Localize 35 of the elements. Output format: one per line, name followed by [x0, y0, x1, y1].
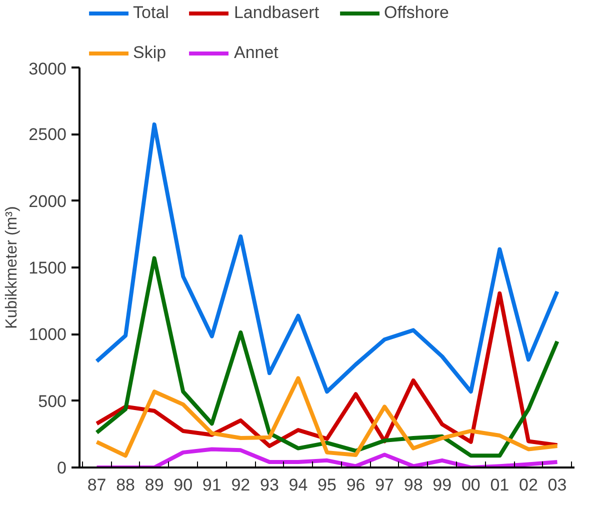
legend-label: Annet — [234, 43, 278, 63]
line-series — [94, 256, 560, 458]
y-tick-label: 1500 — [28, 258, 67, 278]
x-tick-label: 98 — [404, 476, 423, 494]
x-tick-label: 89 — [144, 476, 164, 494]
line-series — [94, 376, 560, 458]
x-tick-label: 87 — [87, 476, 106, 494]
y-tick-label: 500 — [38, 392, 67, 411]
y-tick-label: 1000 — [28, 325, 67, 344]
x-tick-label: 88 — [116, 476, 136, 494]
legend-label: Skip — [133, 43, 166, 63]
x-tick-label: 93 — [260, 476, 279, 494]
x-tick-label: 00 — [461, 476, 480, 494]
y-tick-label: 2000 — [28, 192, 67, 211]
y-tick-label: 3000 — [28, 60, 67, 78]
y-tick-label: 0 — [57, 458, 67, 478]
x-tick-label: 90 — [174, 476, 193, 494]
legend-label: Landbasert — [234, 3, 320, 23]
x-tick-label: 94 — [288, 476, 308, 494]
y-axis-title: Kubikkmeter (m³) — [4, 206, 21, 329]
x-tick-label: 03 — [548, 476, 567, 494]
line-series — [94, 122, 560, 394]
x-tick-label: 96 — [346, 476, 366, 494]
legend-label: Total — [133, 3, 169, 23]
y-tick-label: 2500 — [28, 125, 67, 144]
x-tick-label: 97 — [375, 476, 394, 494]
line-series — [94, 291, 560, 448]
x-tick-label: 91 — [202, 476, 222, 494]
legend-label: Offshore — [384, 3, 449, 23]
x-tick-label: 01 — [490, 476, 510, 494]
x-tick-label: 99 — [432, 476, 452, 494]
x-tick-label: 92 — [231, 476, 250, 494]
x-tick-label: 02 — [519, 476, 538, 494]
x-tick-label: 95 — [318, 476, 336, 494]
line-series — [94, 447, 560, 468]
